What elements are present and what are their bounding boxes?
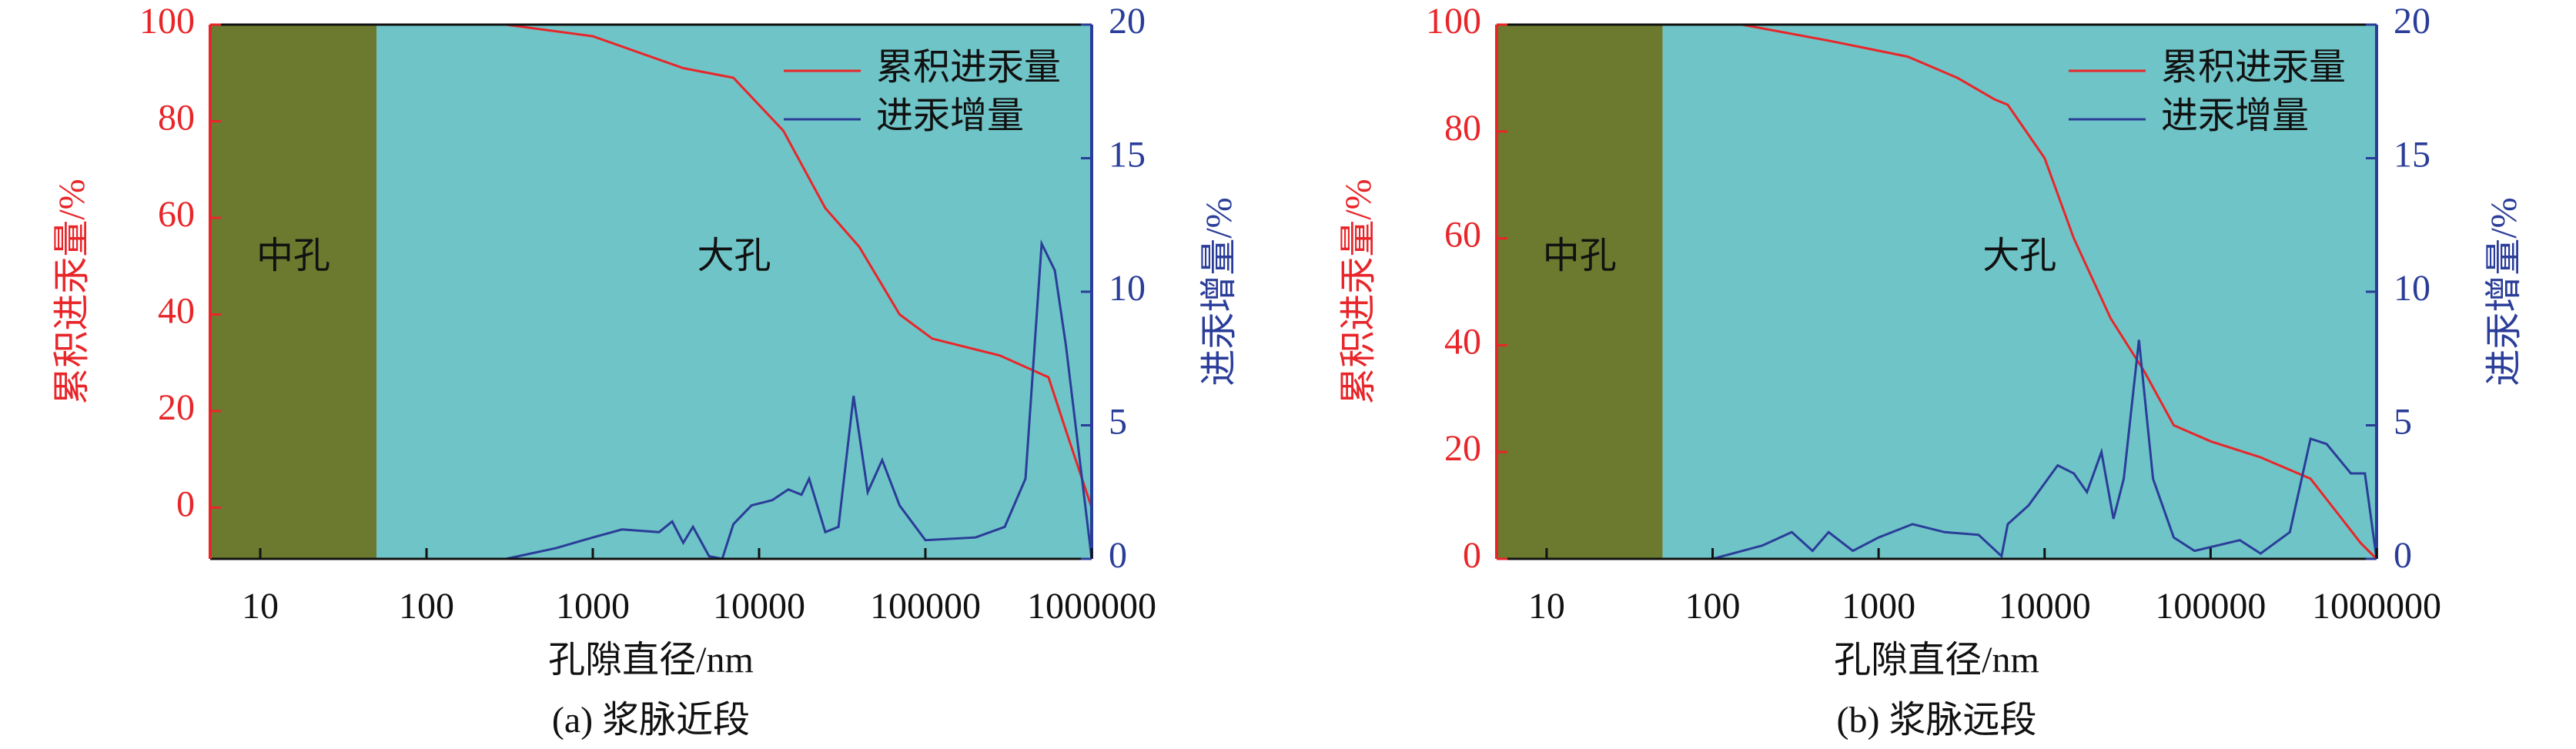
- chart-title: (b) 浆脉远段: [1837, 700, 2037, 741]
- region-label: 中孔: [1543, 236, 1617, 276]
- y2-tick-label: 0: [1109, 535, 1127, 576]
- x-tick-label: 10: [1528, 586, 1565, 627]
- y2-tick-label: 15: [1109, 135, 1146, 176]
- y-tick-label: 40: [158, 291, 195, 332]
- x-tick-label: 1000: [556, 586, 630, 627]
- y-tick-label: 0: [176, 484, 195, 525]
- y2-tick-label: 0: [2394, 535, 2412, 576]
- y-tick-label: 100: [139, 1, 195, 42]
- y-tick-label: 0: [1463, 535, 1481, 576]
- x-tick-label: 100: [399, 586, 454, 627]
- x-tick-label: 100000: [870, 586, 981, 627]
- y2-tick-label: 5: [2394, 402, 2412, 443]
- y-axis-label: 累积进汞量/%: [52, 179, 92, 404]
- y2-tick-label: 10: [1109, 268, 1146, 309]
- series-line: [1662, 23, 2378, 560]
- series-line: [1712, 339, 2378, 560]
- legend-label: 累积进汞量: [2161, 47, 2346, 88]
- y2-tick-label: 20: [2394, 1, 2430, 42]
- series-line: [376, 23, 1093, 508]
- region: [1662, 25, 2377, 559]
- y-tick-label: 20: [158, 387, 195, 428]
- y-tick-label: 60: [1444, 215, 1481, 256]
- x-axis-label: 孔隙直径/nm: [548, 640, 754, 680]
- legend-label: 进汞增量: [876, 95, 1024, 136]
- y-tick-label: 80: [158, 98, 195, 139]
- y2-tick-label: 10: [2394, 268, 2430, 309]
- x-tick-label: 1000000: [1027, 586, 1156, 627]
- legend-label: 进汞增量: [2161, 95, 2309, 136]
- y2-axis-label: 进汞增量/%: [1199, 197, 1239, 386]
- x-tick-label: 10: [242, 586, 279, 627]
- y-tick-label: 20: [1444, 428, 1481, 469]
- x-tick-label: 10000: [713, 586, 805, 627]
- y2-tick-label: 5: [1109, 402, 1127, 443]
- x-tick-label: 10000: [1999, 586, 2091, 627]
- region-label: 中孔: [256, 236, 330, 276]
- chart-title: (a) 浆脉近段: [552, 700, 750, 741]
- y-tick-label: 60: [158, 194, 195, 235]
- y-axis-label: 累积进汞量/%: [1338, 179, 1379, 404]
- region: [376, 25, 1092, 559]
- x-axis-label: 孔隙直径/nm: [1834, 640, 2039, 680]
- y-tick-label: 100: [1426, 1, 1481, 42]
- y-tick-label: 40: [1444, 321, 1481, 362]
- series-line: [505, 239, 1093, 560]
- x-tick-label: 1000: [1842, 586, 1915, 627]
- region-label: 大孔: [697, 236, 771, 276]
- y2-axis-label: 进汞增量/%: [2484, 197, 2524, 386]
- y-tick-label: 80: [1444, 108, 1481, 149]
- legend-label: 累积进汞量: [876, 47, 1061, 88]
- y2-tick-label: 20: [1109, 1, 1146, 42]
- region: [210, 25, 376, 559]
- x-tick-label: 1000000: [2312, 586, 2441, 627]
- region: [1497, 25, 1663, 559]
- x-tick-label: 100: [1685, 586, 1741, 627]
- y2-tick-label: 15: [2394, 135, 2430, 176]
- region-label: 大孔: [1982, 236, 2056, 276]
- x-tick-label: 100000: [2155, 586, 2266, 627]
